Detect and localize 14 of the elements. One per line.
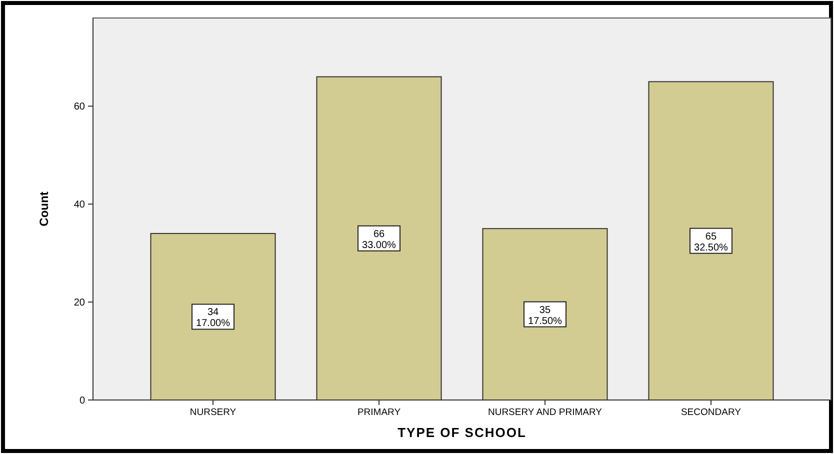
x-tick-label: SECONDARY [680,407,742,418]
data-label: 66 33.00% [362,228,396,251]
data-label: 34 17.00% [196,307,230,330]
data-label: 35 17.50% [528,304,562,327]
x-tick-label: NURSERY [190,407,237,418]
x-axis-title: TYPE OF SCHOOL [398,425,526,440]
x-tick-label: NURSERY AND PRIMARY [488,407,603,418]
y-tick-label: 0 [79,396,86,406]
y-tick-label: 60 [74,102,86,113]
x-tick-label: PRIMARY [357,407,402,418]
y-tick-label: 20 [74,298,86,309]
y-axis-title: Count [37,192,51,226]
data-label: 65 32.50% [694,231,728,254]
y-tick-label: 40 [74,200,86,211]
